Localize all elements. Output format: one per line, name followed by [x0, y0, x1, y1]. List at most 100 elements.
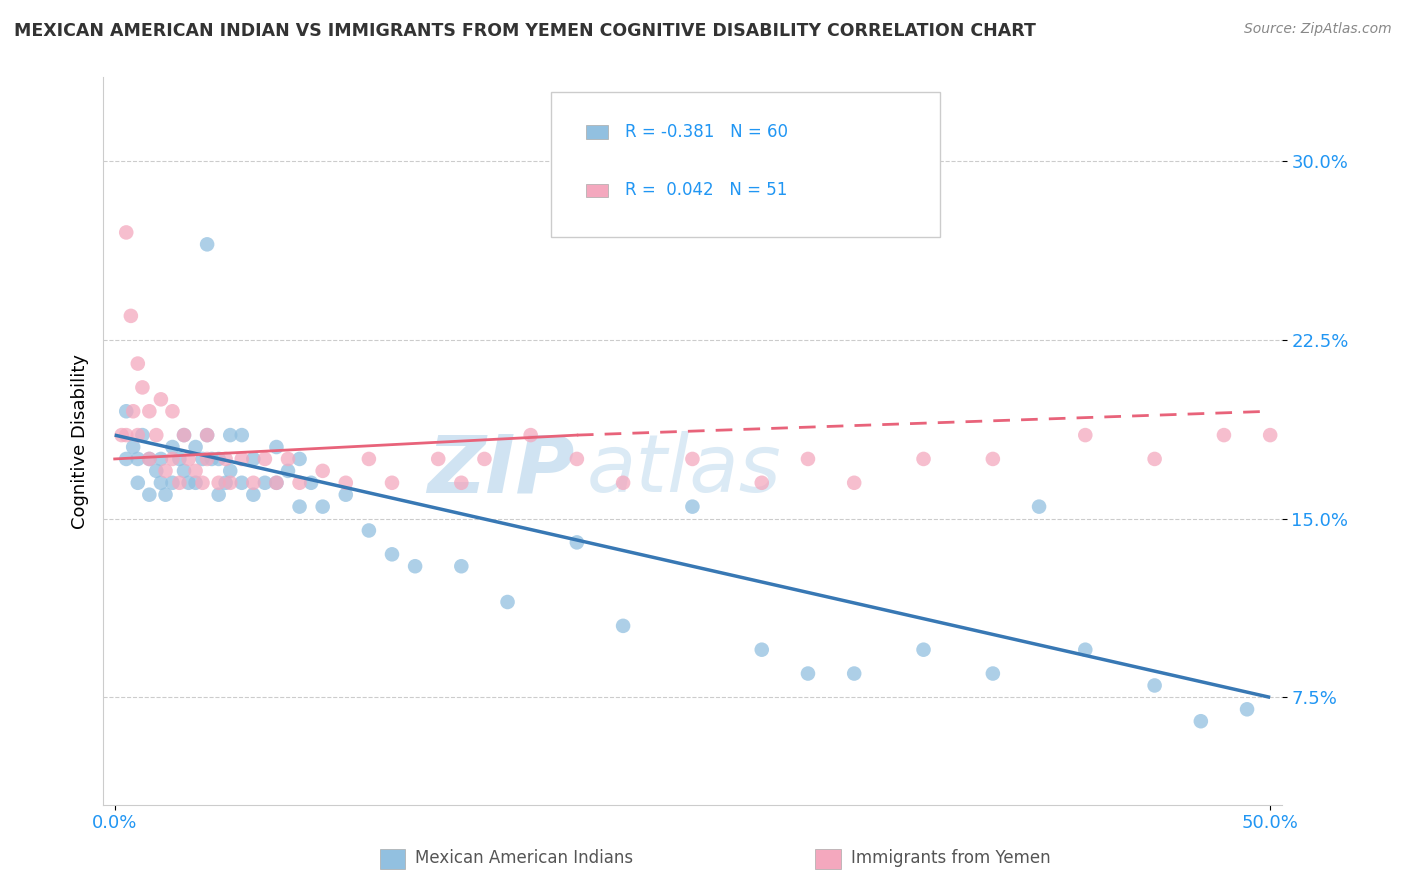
- Point: [208, 452, 231, 467]
- Point: [242, 488, 264, 502]
- Point: [162, 475, 184, 490]
- Point: [381, 547, 404, 561]
- Point: [335, 475, 357, 490]
- Point: [149, 452, 172, 467]
- Point: [751, 475, 773, 490]
- Point: [288, 452, 311, 467]
- Point: [110, 428, 132, 442]
- Point: [127, 475, 149, 490]
- Point: [145, 464, 167, 478]
- Point: [191, 452, 214, 467]
- Point: [335, 488, 357, 502]
- Point: [231, 452, 253, 467]
- Point: [184, 440, 207, 454]
- Point: [288, 475, 311, 490]
- FancyBboxPatch shape: [586, 184, 607, 197]
- Point: [1143, 452, 1166, 467]
- Point: [208, 475, 231, 490]
- Point: [115, 226, 138, 240]
- Point: [357, 452, 380, 467]
- Point: [162, 440, 184, 454]
- Point: [122, 440, 145, 454]
- Point: [797, 666, 820, 681]
- Point: [219, 475, 242, 490]
- Point: [195, 237, 218, 252]
- Point: [145, 428, 167, 442]
- Point: [138, 404, 160, 418]
- Point: [208, 488, 231, 502]
- Point: [981, 452, 1004, 467]
- Point: [1074, 428, 1097, 442]
- Point: [1213, 428, 1236, 442]
- Point: [242, 452, 264, 467]
- Point: [149, 392, 172, 407]
- Point: [155, 464, 177, 478]
- Point: [357, 524, 380, 538]
- Point: [195, 428, 218, 442]
- Point: [311, 500, 333, 514]
- Point: [173, 428, 195, 442]
- Point: [404, 559, 426, 574]
- Point: [266, 475, 288, 490]
- Point: [138, 452, 160, 467]
- Point: [184, 475, 207, 490]
- Text: R =  0.042   N = 51: R = 0.042 N = 51: [626, 181, 787, 199]
- Point: [138, 488, 160, 502]
- Point: [162, 452, 184, 467]
- Text: R = -0.381   N = 60: R = -0.381 N = 60: [626, 123, 789, 141]
- Point: [681, 452, 703, 467]
- Point: [115, 404, 138, 418]
- Point: [219, 428, 242, 442]
- Point: [1258, 428, 1281, 442]
- Point: [450, 559, 472, 574]
- Point: [127, 452, 149, 467]
- Point: [311, 464, 333, 478]
- Point: [214, 475, 236, 490]
- Point: [201, 452, 224, 467]
- Point: [565, 535, 588, 549]
- Point: [242, 475, 264, 490]
- Text: ZIP: ZIP: [427, 431, 575, 509]
- Point: [155, 488, 177, 502]
- Point: [612, 619, 634, 633]
- Point: [381, 475, 404, 490]
- Point: [565, 452, 588, 467]
- Point: [169, 475, 191, 490]
- Point: [169, 452, 191, 467]
- Point: [162, 404, 184, 418]
- Point: [751, 642, 773, 657]
- Point: [115, 452, 138, 467]
- Point: [1189, 714, 1212, 729]
- Point: [127, 428, 149, 442]
- Point: [184, 464, 207, 478]
- Point: [1236, 702, 1258, 716]
- Text: atlas: atlas: [586, 431, 782, 509]
- Point: [681, 500, 703, 514]
- Point: [288, 500, 311, 514]
- Text: Source: ZipAtlas.com: Source: ZipAtlas.com: [1244, 22, 1392, 37]
- Point: [127, 357, 149, 371]
- Point: [195, 428, 218, 442]
- Point: [120, 309, 142, 323]
- Point: [177, 452, 200, 467]
- Point: [299, 475, 322, 490]
- Point: [253, 452, 276, 467]
- Point: [519, 428, 541, 442]
- Text: MEXICAN AMERICAN INDIAN VS IMMIGRANTS FROM YEMEN COGNITIVE DISABILITY CORRELATIO: MEXICAN AMERICAN INDIAN VS IMMIGRANTS FR…: [14, 22, 1036, 40]
- Text: Immigrants from Yemen: Immigrants from Yemen: [851, 849, 1050, 867]
- Point: [474, 452, 496, 467]
- Point: [277, 452, 299, 467]
- FancyBboxPatch shape: [551, 92, 941, 237]
- Point: [231, 475, 253, 490]
- Point: [131, 380, 153, 394]
- Point: [214, 452, 236, 467]
- Point: [219, 464, 242, 478]
- Point: [1143, 678, 1166, 692]
- Point: [844, 666, 866, 681]
- Point: [797, 452, 820, 467]
- Point: [231, 428, 253, 442]
- Point: [138, 452, 160, 467]
- Point: [912, 642, 935, 657]
- Point: [253, 475, 276, 490]
- Point: [496, 595, 519, 609]
